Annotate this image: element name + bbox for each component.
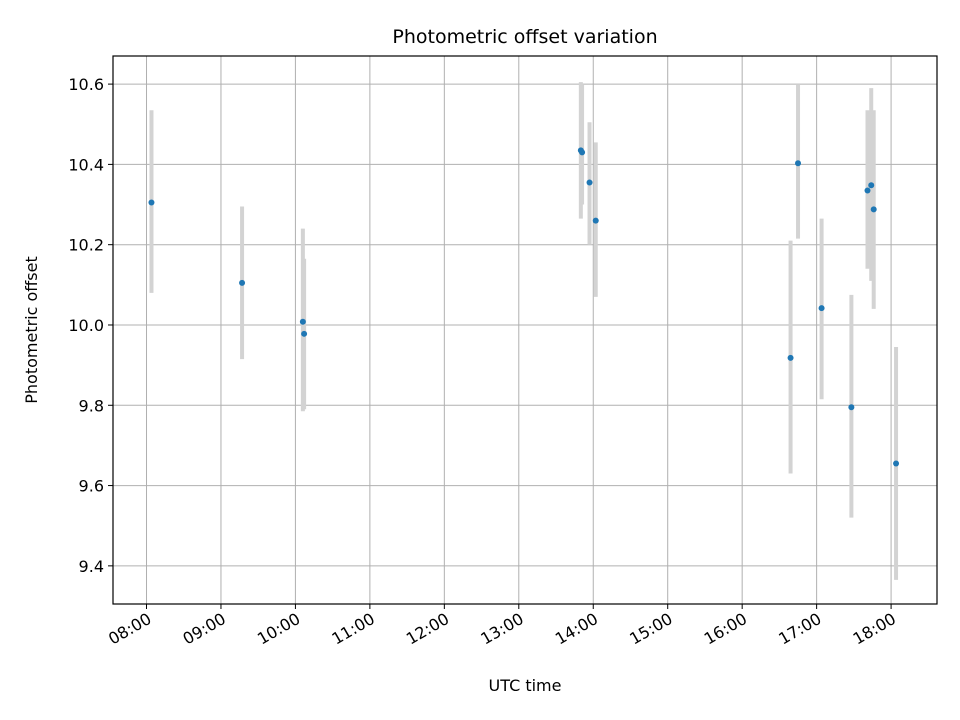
data-point: [148, 199, 155, 206]
grid: [113, 56, 937, 604]
data-point: [301, 330, 308, 337]
y-tick-label: 9.4: [79, 557, 104, 576]
y-tick-label: 10.2: [68, 236, 104, 255]
data-point: [868, 182, 875, 189]
data-point: [579, 149, 586, 156]
y-axis-ticks: 9.4 9.6 9.8 10.0 10.2 10.4 10.6: [68, 75, 113, 576]
y-tick-label: 10.0: [68, 316, 104, 335]
data-point: [818, 305, 825, 312]
y-tick-label: 9.8: [79, 396, 104, 415]
y-tick-label: 10.4: [68, 155, 104, 174]
data-point: [870, 206, 877, 213]
y-axis-label: Photometric offset: [22, 256, 41, 404]
data-points: [148, 147, 900, 467]
data-point: [848, 404, 855, 411]
data-point: [864, 187, 871, 194]
data-point: [239, 279, 246, 286]
y-tick-label: 9.6: [79, 477, 104, 496]
x-axis-label: UTC time: [489, 676, 562, 695]
data-point: [592, 217, 599, 224]
y-tick-label: 10.6: [68, 75, 104, 94]
data-point: [586, 179, 593, 186]
plot-frame: [112, 55, 938, 605]
data-point: [787, 354, 794, 361]
data-point: [795, 160, 802, 167]
data-point: [893, 460, 900, 467]
data-point: [299, 318, 306, 325]
chart-title: Photometric offset variation: [392, 26, 657, 48]
